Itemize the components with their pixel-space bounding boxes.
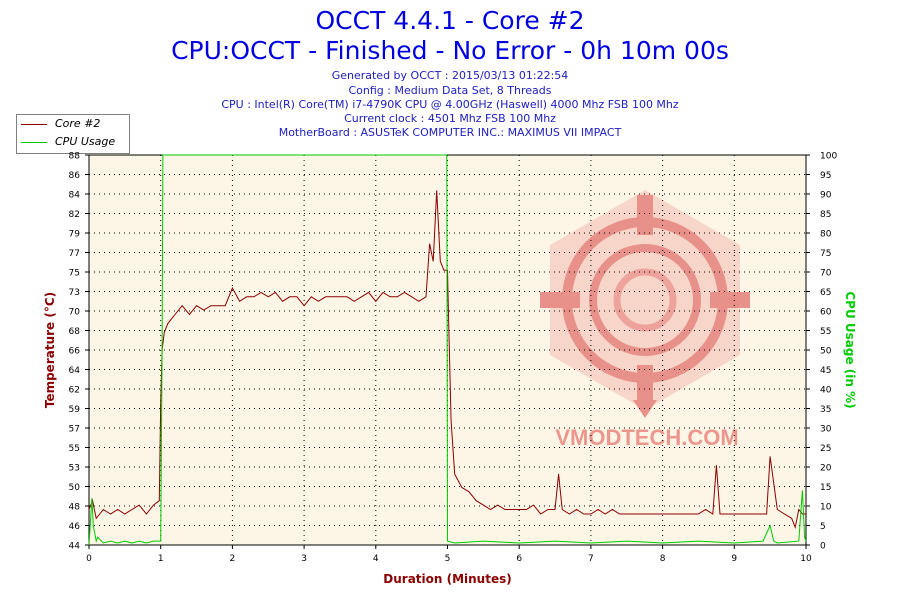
- y-tick-label: 53: [69, 464, 80, 474]
- y-tick-label: 64: [69, 366, 81, 376]
- y2-tick-label: 35: [820, 405, 831, 415]
- chart-subtitle: CPU:OCCT - Finished - No Error - 0h 10m …: [171, 36, 729, 65]
- y-tick-label: 77: [69, 249, 80, 259]
- info-config: Config : Medium Data Set, 8 Threads: [348, 84, 552, 97]
- y-tick-label: 79: [69, 230, 81, 240]
- y2-tick-label: 50: [820, 347, 832, 357]
- watermark-text: VMODTECH.COM: [555, 425, 738, 450]
- y2-tick-label: 85: [820, 210, 831, 220]
- legend-swatch-core2: [21, 124, 47, 125]
- y-tick-label: 57: [69, 425, 80, 435]
- y2-tick-label: 65: [820, 288, 831, 298]
- y2-tick-label: 40: [820, 386, 832, 396]
- y2-tick-label: 100: [820, 152, 837, 162]
- y-tick-label: 44: [69, 542, 81, 552]
- y-tick-label: 55: [69, 444, 80, 454]
- series-line-cpu-usage: [88, 154, 807, 546]
- x-axis-label: Duration (Minutes): [383, 572, 511, 586]
- y-tick-label: 46: [69, 522, 81, 532]
- x-tick-label: 2: [230, 554, 236, 564]
- y2-tick-label: 0: [820, 542, 826, 552]
- x-tick-label: 0: [86, 554, 92, 564]
- y2-tick-label: 95: [820, 171, 831, 181]
- x-tick-label: 9: [731, 554, 737, 564]
- y2-tick-label: 30: [820, 425, 832, 435]
- info-cpu: CPU : Intel(R) Core(TM) i7-4790K CPU @ 4…: [221, 98, 679, 111]
- y-axis-label: Temperature (°C): [43, 292, 57, 408]
- x-tick-label: 4: [373, 554, 379, 564]
- info-clock: Current clock : 4501 Mhz FSB 100 Mhz: [344, 112, 556, 125]
- chart-legend: Core #2 CPU Usage: [16, 114, 130, 154]
- y-tick-label: 84: [69, 191, 81, 201]
- y2-tick-label: 25: [820, 444, 831, 454]
- x-tick-label: 5: [445, 554, 451, 564]
- watermark-logo: VMODTECH.COM: [540, 190, 750, 450]
- legend-swatch-cpu-usage: [21, 142, 47, 143]
- info-motherboard: MotherBoard : ASUSTeK COMPUTER INC.: MAX…: [278, 126, 622, 139]
- y-tick-label: 70: [69, 308, 81, 318]
- y2-tick-label: 90: [820, 191, 832, 201]
- y-tick-label: 75: [69, 269, 80, 279]
- x-tick-label: 1: [158, 554, 164, 564]
- y2-tick-label: 15: [820, 483, 831, 493]
- x-tick-label: 8: [660, 554, 666, 564]
- y-tick-label: 59: [69, 405, 81, 415]
- info-generated: Generated by OCCT : 2015/03/13 01:22:54: [331, 69, 569, 82]
- y-tick-label: 73: [69, 288, 80, 298]
- legend-label-core2: Core #2: [55, 117, 101, 130]
- y2-tick-label: 60: [820, 308, 832, 318]
- y2-tick-label: 75: [820, 249, 831, 259]
- x-tick-label: 7: [588, 554, 594, 564]
- y2-tick-label: 80: [820, 230, 832, 240]
- y2-tick-label: 45: [820, 366, 831, 376]
- plot-frame: [88, 154, 807, 546]
- y2-axis-label: CPU Usage (in %): [843, 291, 857, 408]
- y2-tick-label: 70: [820, 269, 832, 279]
- y-tick-label: 86: [69, 171, 81, 181]
- y-tick-label: 88: [69, 152, 81, 162]
- legend-label-cpu-usage: CPU Usage: [55, 135, 116, 148]
- chart-title: OCCT 4.4.1 - Core #2: [315, 6, 585, 35]
- y-tick-label: 50: [69, 483, 81, 493]
- y2-tick-label: 10: [820, 503, 832, 513]
- y-tick-label: 68: [69, 327, 81, 337]
- y2-tick-label: 55: [820, 327, 831, 337]
- x-tick-label: 3: [301, 554, 307, 564]
- x-tick-label: 6: [516, 554, 522, 564]
- y-tick-label: 48: [69, 503, 81, 513]
- y-tick-label: 66: [69, 347, 81, 357]
- y-tick-label: 82: [69, 210, 80, 220]
- y2-tick-label: 5: [820, 522, 826, 532]
- y-tick-label: 62: [69, 386, 80, 396]
- x-tick-label: 10: [800, 554, 812, 564]
- y2-tick-label: 20: [820, 464, 832, 474]
